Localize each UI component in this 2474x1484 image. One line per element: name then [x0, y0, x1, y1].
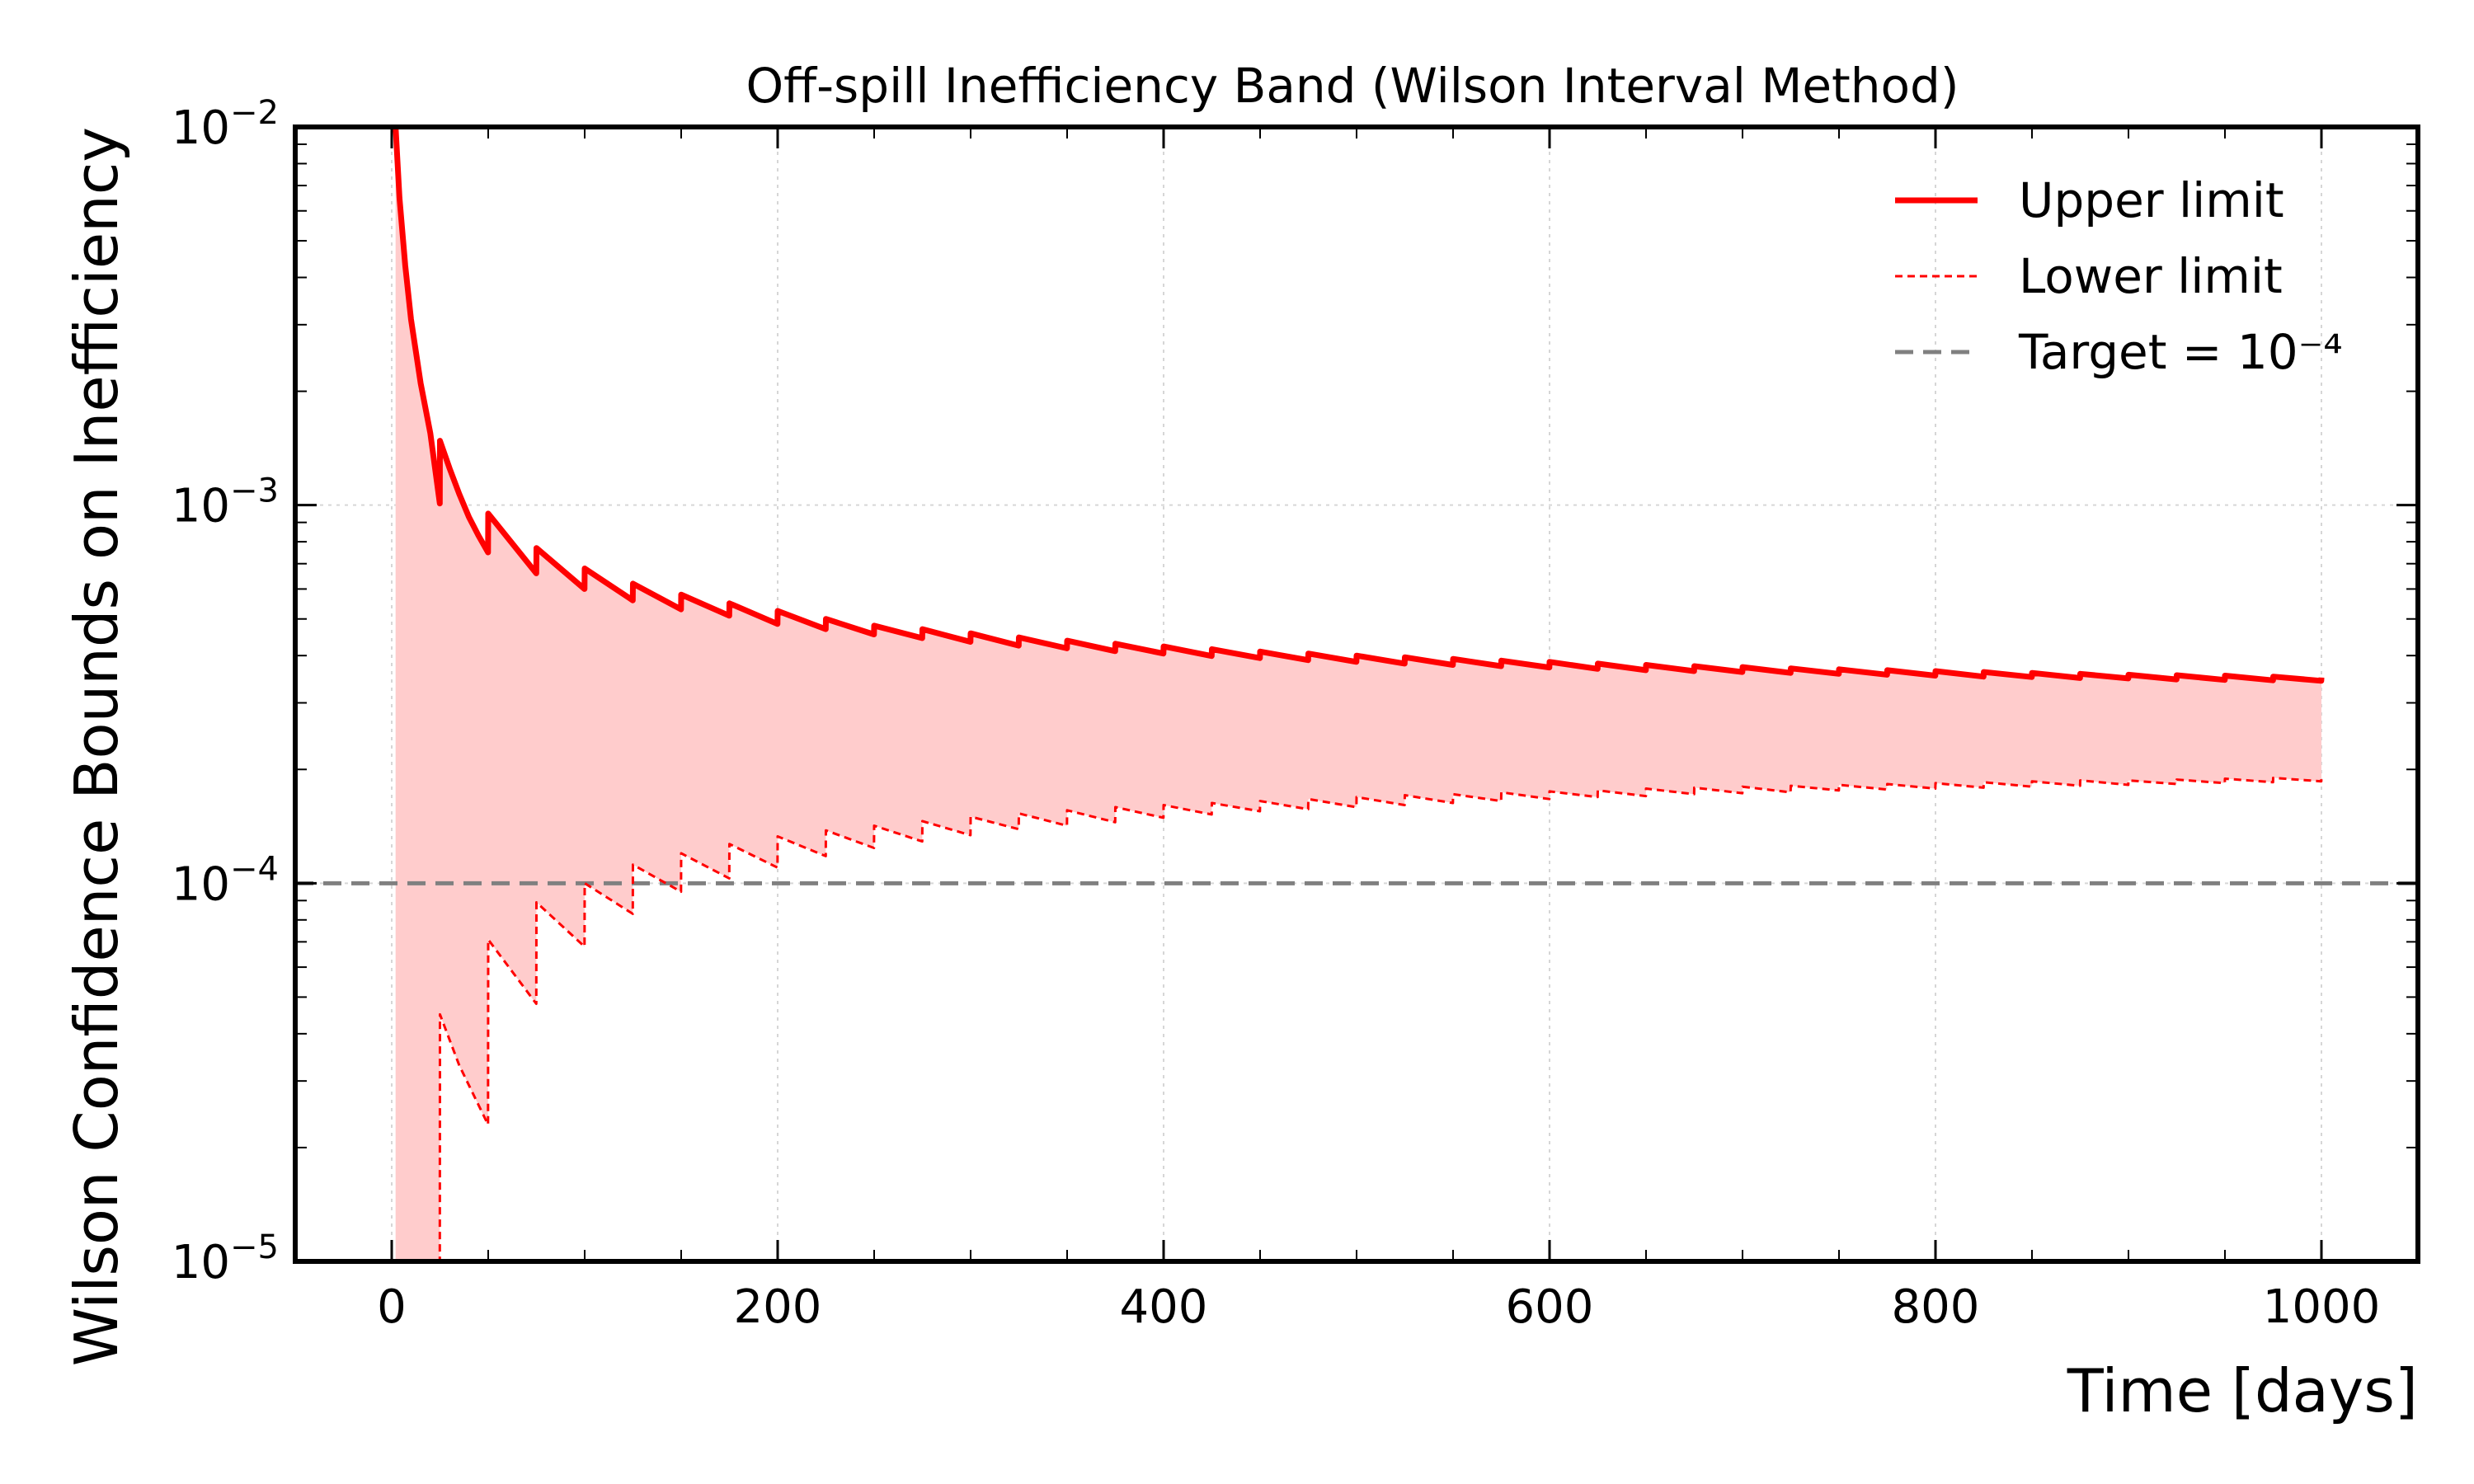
x-tick-label-5: 1000: [2263, 1280, 2381, 1334]
legend-lower-limit-label: Lower limit: [2019, 248, 2283, 304]
confidence-band: [395, 127, 2321, 1261]
y-tick-label-3: 10−2: [172, 94, 279, 155]
band-layer: [395, 127, 2321, 1261]
upper-limit-line: [393, 127, 2325, 684]
x-tick-label-2: 400: [1120, 1280, 1208, 1334]
y-tick-label-2: 10−3: [172, 472, 279, 533]
series-layer: [295, 127, 2418, 1261]
legend: Upper limit Lower limit Target = 10⁻⁴: [1895, 172, 2343, 380]
plot-frame: [293, 124, 2420, 1264]
x-tick-label-1: 200: [734, 1280, 822, 1334]
y-tick-label-1: 10−4: [172, 850, 279, 911]
labels-layer: 0 200 400 600 800 1000 10−5 10−4 10−3 10−2: [172, 94, 2380, 1334]
chart-title: Off-spill Inefficiency Band (Wilson Inte…: [746, 58, 1959, 114]
y-axis-label: Wilson Confidence Bounds on Inefficiency: [62, 127, 131, 1366]
lower-limit-line: [438, 777, 2323, 1261]
x-tick-label-4: 800: [1892, 1280, 1980, 1334]
legend-upper-limit-label: Upper limit: [2019, 172, 2284, 228]
legend-target-label: Target = 10⁻⁴: [2018, 324, 2343, 380]
x-axis-label: Time [days]: [2067, 1356, 2418, 1425]
x-tick-label-3: 600: [1506, 1280, 1594, 1334]
x-tick-label-0: 0: [377, 1280, 407, 1334]
y-tick-label-0: 10−5: [172, 1228, 279, 1289]
